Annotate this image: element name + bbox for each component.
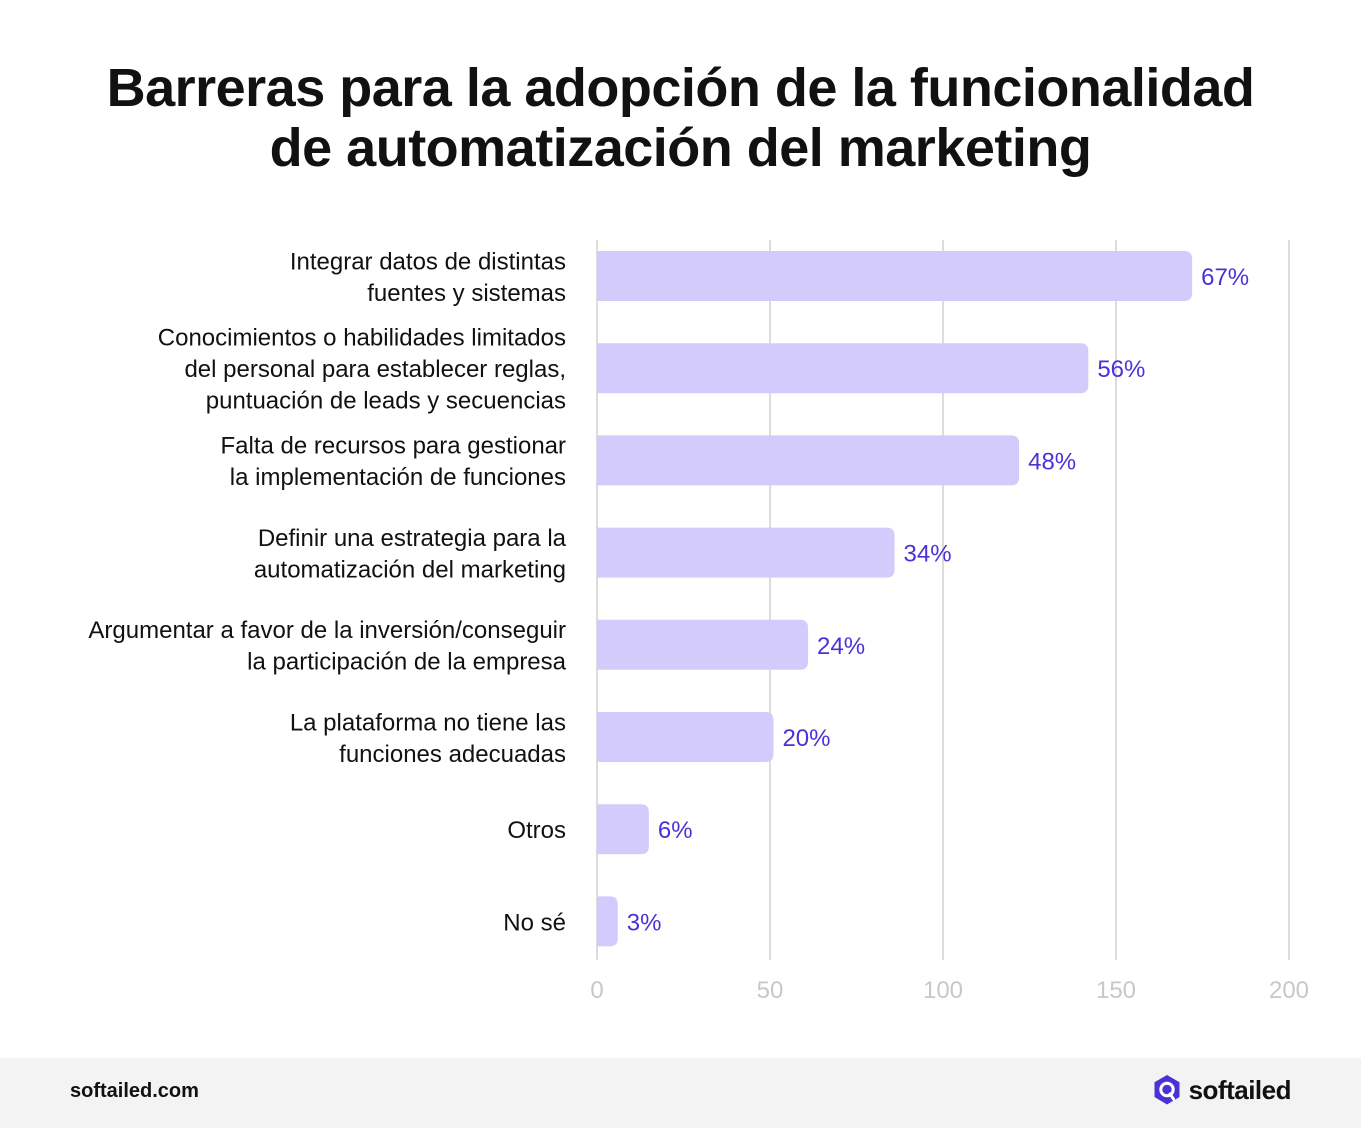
brand-name: softailed: [1188, 1074, 1292, 1105]
bar: [597, 712, 774, 762]
bar: [597, 804, 649, 855]
data-label: 56%: [1097, 356, 1145, 383]
bar: [597, 343, 1089, 394]
bar: [597, 619, 809, 670]
category-label: Integrar datos de distintas: [290, 248, 566, 275]
softailed-logo-icon: [1154, 1075, 1180, 1105]
footer-url[interactable]: softailed.com: [70, 1080, 199, 1102]
bar: [597, 896, 618, 947]
category-label: la implementación de funciones: [230, 464, 566, 491]
bar: [597, 527, 895, 578]
category-label: Definir una estrategia para la: [258, 525, 567, 552]
category-label: funciones adecuadas: [339, 741, 566, 768]
data-label: 6%: [658, 817, 693, 844]
category-label: No sé: [503, 909, 566, 936]
category-label: La plataforma no tiene las: [290, 709, 566, 736]
bar: [597, 435, 1020, 486]
x-tick-label: 200: [1269, 977, 1309, 1004]
x-tick-label: 100: [923, 977, 963, 1004]
bar: [597, 251, 1193, 301]
bar-chart: 0 50 100 150 200 67% Integrar datos de distint…: [88, 240, 1309, 1004]
chart-title: Barreras para la adopción de la funciona…: [0, 58, 1361, 178]
x-tick-label: 50: [757, 977, 784, 1004]
data-label: 48%: [1028, 448, 1076, 475]
data-label: 3%: [627, 909, 662, 936]
category-label: fuentes y sistemas: [367, 280, 566, 307]
x-tick-label: 150: [1096, 977, 1136, 1004]
data-label: 20%: [782, 725, 830, 752]
data-label: 24%: [817, 633, 865, 660]
x-tick-label: 0: [590, 977, 603, 1004]
category-label: la participación de la empresa: [247, 649, 566, 676]
category-label: Falta de recursos para gestionar: [220, 433, 566, 460]
category-label: Otros: [507, 817, 566, 844]
data-label: 34%: [904, 541, 952, 568]
chart-title-line-2: de automatización del marketing: [269, 118, 1092, 178]
footer: softailed.com softailed: [0, 1058, 1361, 1128]
category-label: del personal para establecer reglas,: [184, 356, 566, 383]
data-label: 67%: [1201, 264, 1249, 291]
category-label: Argumentar a favor de la inversión/conse…: [88, 617, 566, 644]
category-label: puntuación de leads y secuencias: [206, 388, 566, 415]
category-label: automatización del marketing: [254, 556, 566, 583]
chart-title-line-1: Barreras para la adopción de la funciona…: [106, 58, 1255, 118]
footer-brand[interactable]: softailed: [1153, 1074, 1292, 1106]
category-label: Conocimientos o habilidades limitados: [158, 325, 566, 352]
